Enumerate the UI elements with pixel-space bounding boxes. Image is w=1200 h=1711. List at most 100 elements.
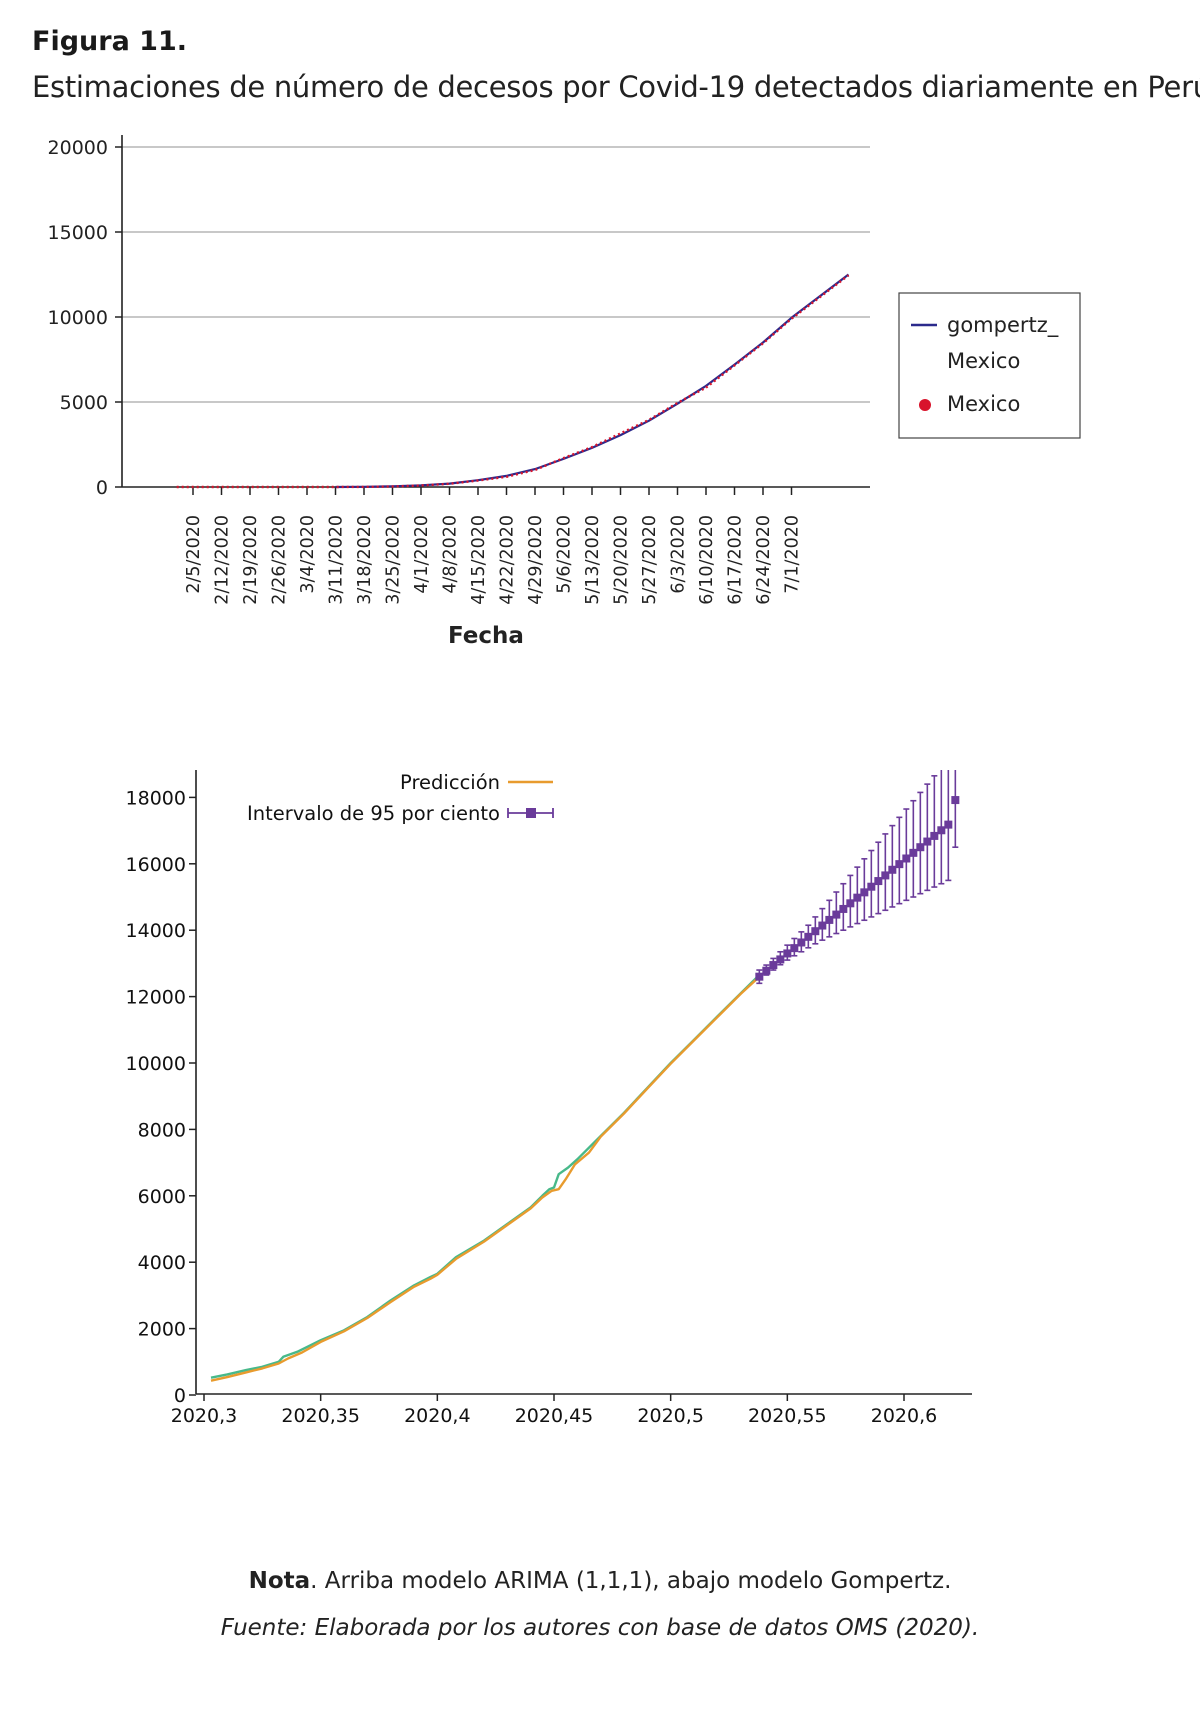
ci-point (762, 964, 771, 976)
ci-point (888, 824, 897, 908)
y-tick-label: 6000 (138, 1186, 186, 1208)
y-tick-label: 5000 (60, 392, 108, 414)
legend-label-1: Predicción (400, 771, 500, 794)
legend-box (898, 292, 1081, 439)
x-tick-label: 5/6/2020 (555, 515, 575, 594)
x-tick-label: 4/22/2020 (498, 515, 518, 605)
figure-note: Nota. Arriba modelo ARIMA (1,1,1), abajo… (0, 1568, 1200, 1594)
ci-marker (832, 910, 841, 919)
x-tick-label: 3/25/2020 (384, 515, 404, 605)
x-axis-title: Fecha (448, 623, 524, 649)
ci-point (846, 874, 855, 928)
legend-swatch-ci-marker (526, 808, 536, 818)
y-tick-label: 0 (174, 1385, 186, 1407)
ci-point (839, 882, 848, 931)
ci-marker (867, 882, 876, 891)
ci-marker (811, 927, 820, 936)
y-tick-label: 16000 (126, 854, 186, 876)
x-tick-label: 3/11/2020 (327, 515, 347, 605)
bottom-chart: 0 2000 4000 6000 8000 10000 12000 14000 16000 180… (126, 770, 972, 1427)
ci-marker (776, 955, 785, 964)
ci-marker (888, 865, 897, 874)
ci-marker (825, 915, 834, 924)
ci-point (930, 775, 939, 888)
ci-marker (895, 860, 904, 869)
x-tick-label: 2020,45 (515, 1405, 594, 1427)
ci-point (909, 799, 918, 898)
y-tick-label: 14000 (126, 920, 186, 942)
ci-marker (762, 966, 771, 975)
x-tick-label: 5/20/2020 (612, 515, 632, 605)
legend: PeruPredicciónIntervalo de 95 por ciento (247, 771, 554, 825)
y-tick-label: 20000 (48, 137, 108, 159)
ci-marker (916, 843, 925, 852)
ci-point (776, 950, 785, 966)
note-label: Nota (248, 1568, 311, 1594)
x-tick-label: 6/17/2020 (726, 515, 746, 605)
ci-marker (944, 820, 953, 829)
ci-marker (783, 949, 792, 958)
legend-label-2: Intervalo de 95 por ciento (247, 802, 500, 825)
x-tick-label: 6/10/2020 (697, 515, 717, 605)
ci-marker (937, 826, 946, 835)
series-line-peru (210, 974, 761, 1379)
ci-point (755, 969, 764, 985)
x-tick-label: 4/15/2020 (469, 515, 489, 605)
x-tick-label: 2/12/2020 (213, 515, 233, 605)
ci-point (832, 891, 841, 935)
ci-point (818, 907, 827, 941)
y-tick-label: 8000 (138, 1119, 186, 1141)
x-tick-label: 6/24/2020 (754, 515, 774, 605)
top-chart: 0 5000 10000 15000 20000 2/5/2020 2/12/2020 2/1… (48, 135, 1081, 649)
x-tick-label: 5/27/2020 (640, 515, 660, 605)
y-tick-label: 15000 (48, 222, 108, 244)
ci-point (769, 957, 778, 971)
ci-point (881, 833, 890, 912)
ci-point (951, 770, 960, 848)
x-tick-label: 2020,3 (171, 1405, 237, 1427)
x-tick-label: 2020,55 (748, 1405, 827, 1427)
ci-point (853, 866, 862, 925)
ci-marker (951, 796, 960, 805)
ci-marker (804, 932, 813, 941)
legend-swatch-mexico (919, 399, 931, 411)
x-tick-label: 2/19/2020 (241, 515, 261, 605)
ci-marker (839, 904, 848, 913)
ci-marker (846, 899, 855, 908)
ci-marker (755, 972, 764, 981)
y-tick-label: 18000 (126, 787, 186, 809)
ci-point (790, 937, 799, 957)
ci-point (902, 808, 911, 902)
x-tick-label: 6/3/2020 (669, 515, 689, 594)
ci-point (811, 916, 820, 945)
x-tick-label: 4/29/2020 (526, 515, 546, 605)
ci-marker (902, 854, 911, 863)
ci-point (944, 770, 953, 882)
y-tick-label: 2000 (138, 1319, 186, 1341)
ci-point (797, 931, 806, 953)
ci-marker (909, 848, 918, 857)
ci-marker (923, 837, 932, 846)
ci-point (804, 924, 813, 949)
ci-point (874, 841, 883, 915)
ci-point (867, 849, 876, 918)
x-tick-label: 3/18/2020 (355, 515, 375, 605)
ci-marker (881, 871, 890, 880)
ci-marker (769, 961, 778, 970)
x-tick-label: 7/1/2020 (783, 515, 803, 594)
ci-point (923, 783, 932, 892)
legend-label-gompertz-2: Mexico (947, 349, 1020, 373)
x-tick-label: 2020,5 (637, 1405, 703, 1427)
y-tick-label: 4000 (138, 1252, 186, 1274)
x-tick-label: 3/4/2020 (298, 515, 318, 594)
ci-point (937, 770, 946, 885)
x-tick-label: 2/5/2020 (184, 515, 204, 594)
legend-label-gompertz-1: gompertz_ (947, 313, 1059, 338)
ci-point (860, 858, 869, 922)
x-tick-label: 2020,6 (871, 1405, 937, 1427)
ci-point (783, 944, 792, 961)
legend: gompertz_ Mexico Mexico (898, 292, 1081, 439)
figure-subtitle: Estimaciones de número de decesos por Co… (32, 70, 1200, 104)
x-tick-label: 2020,4 (404, 1405, 470, 1427)
x-tick-label: 2020,35 (281, 1405, 360, 1427)
